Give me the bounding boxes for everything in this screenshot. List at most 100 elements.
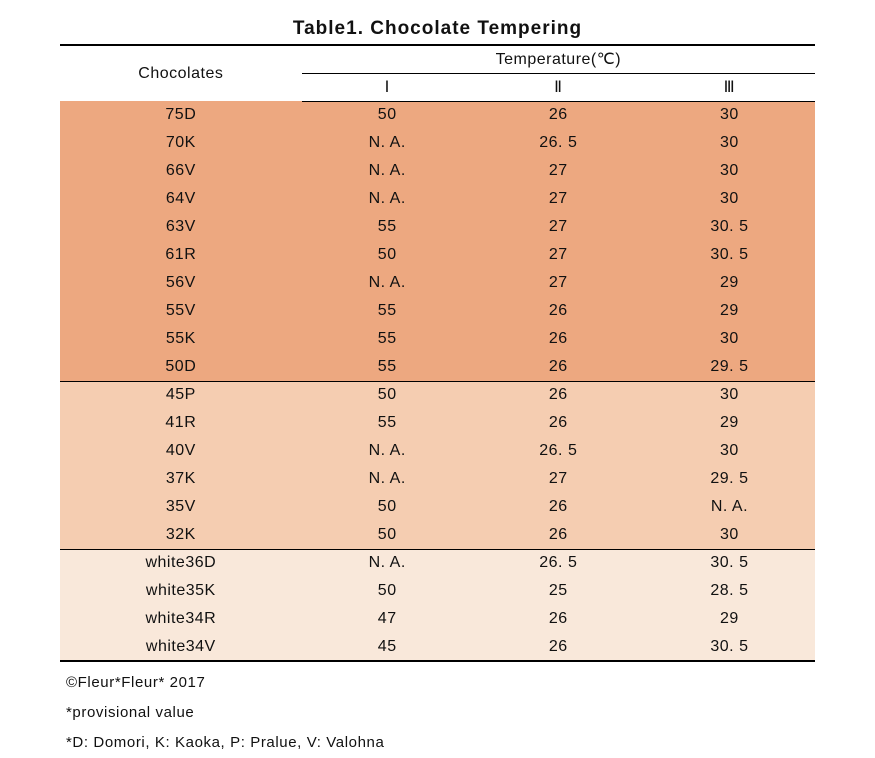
cell-temp-2: 26. 5: [473, 437, 644, 465]
table-row: 66VN. A.2730: [60, 157, 815, 185]
cell-chocolate-name: white35K: [60, 577, 302, 605]
cell-temp-1: N. A.: [302, 129, 473, 157]
table-row: 50D552629. 5: [60, 353, 815, 381]
cell-temp-2: 27: [473, 157, 644, 185]
cell-temp-3: 29: [644, 297, 815, 325]
cell-temp-2: 26: [473, 605, 644, 633]
cell-chocolate-name: 56V: [60, 269, 302, 297]
footnote-legend: *D: Domori, K: Kaoka, P: Pralue, V: Valo…: [66, 728, 815, 758]
table-row: 75D502630: [60, 101, 815, 129]
cell-temp-2: 26: [473, 353, 644, 381]
cell-temp-3: N. A.: [644, 493, 815, 521]
cell-temp-1: 55: [302, 297, 473, 325]
cell-temp-2: 26: [473, 521, 644, 549]
cell-chocolate-name: white34V: [60, 633, 302, 661]
table-row: 37KN. A.2729. 5: [60, 465, 815, 493]
cell-temp-3: 30. 5: [644, 241, 815, 269]
table-row: 55V552629: [60, 297, 815, 325]
table-row: 63V552730. 5: [60, 213, 815, 241]
cell-temp-2: 27: [473, 213, 644, 241]
footnote-copyright: ©Fleur*Fleur* 2017: [66, 668, 815, 698]
cell-chocolate-name: 75D: [60, 101, 302, 129]
cell-temp-3: 30: [644, 157, 815, 185]
header-chocolates-label: Chocolates: [60, 45, 302, 101]
table-row: white34R472629: [60, 605, 815, 633]
cell-temp-2: 27: [473, 185, 644, 213]
cell-temp-3: 29: [644, 269, 815, 297]
table-row: white34V452630. 5: [60, 633, 815, 661]
cell-temp-3: 29. 5: [644, 353, 815, 381]
table-row: 35V5026N. A.: [60, 493, 815, 521]
cell-temp-3: 30. 5: [644, 213, 815, 241]
table-title: Table1. Chocolate Tempering: [60, 18, 815, 40]
cell-chocolate-name: 45P: [60, 381, 302, 409]
cell-temp-3: 30: [644, 521, 815, 549]
cell-temp-2: 26. 5: [473, 129, 644, 157]
cell-chocolate-name: white34R: [60, 605, 302, 633]
cell-temp-3: 29: [644, 605, 815, 633]
cell-temp-3: 30: [644, 101, 815, 129]
table-row: 41R552629: [60, 409, 815, 437]
cell-chocolate-name: white36D: [60, 549, 302, 577]
cell-temp-1: 50: [302, 521, 473, 549]
header-phase-1: Ⅰ: [302, 73, 473, 101]
cell-temp-2: 26: [473, 297, 644, 325]
table-row: 45P502630: [60, 381, 815, 409]
table-row: 64VN. A.2730: [60, 185, 815, 213]
table-row: 70KN. A.26. 530: [60, 129, 815, 157]
cell-temp-3: 30. 5: [644, 633, 815, 661]
cell-temp-1: 47: [302, 605, 473, 633]
cell-temp-1: 50: [302, 241, 473, 269]
cell-chocolate-name: 50D: [60, 353, 302, 381]
cell-temp-3: 30: [644, 381, 815, 409]
cell-temp-1: 50: [302, 577, 473, 605]
cell-temp-2: 25: [473, 577, 644, 605]
table-row: 32K502630: [60, 521, 815, 549]
cell-temp-1: 55: [302, 325, 473, 353]
cell-chocolate-name: 55V: [60, 297, 302, 325]
cell-temp-1: 55: [302, 353, 473, 381]
footnotes: ©Fleur*Fleur* 2017 *provisional value *D…: [60, 668, 815, 758]
cell-temp-1: 55: [302, 409, 473, 437]
cell-temp-3: 29: [644, 409, 815, 437]
cell-temp-3: 30: [644, 185, 815, 213]
cell-temp-1: N. A.: [302, 549, 473, 577]
cell-temp-3: 30: [644, 325, 815, 353]
table-row: 55K552630: [60, 325, 815, 353]
cell-temp-3: 30: [644, 437, 815, 465]
cell-chocolate-name: 66V: [60, 157, 302, 185]
table-row: white36DN. A.26. 530. 5: [60, 549, 815, 577]
cell-chocolate-name: 61R: [60, 241, 302, 269]
cell-temp-3: 28. 5: [644, 577, 815, 605]
cell-temp-2: 26: [473, 101, 644, 129]
cell-chocolate-name: 41R: [60, 409, 302, 437]
cell-temp-2: 26: [473, 633, 644, 661]
tempering-table: ChocolatesTemperature(℃)ⅠⅡⅢ75D50263070KN…: [60, 44, 815, 662]
cell-temp-3: 30: [644, 129, 815, 157]
cell-temp-3: 30. 5: [644, 549, 815, 577]
cell-temp-1: N. A.: [302, 269, 473, 297]
cell-temp-1: 45: [302, 633, 473, 661]
cell-temp-1: 55: [302, 213, 473, 241]
footnote-provisional: *provisional value: [66, 698, 815, 728]
cell-temp-2: 27: [473, 465, 644, 493]
cell-temp-2: 26: [473, 381, 644, 409]
cell-temp-3: 29. 5: [644, 465, 815, 493]
cell-temp-2: 26: [473, 409, 644, 437]
cell-temp-1: 50: [302, 493, 473, 521]
cell-chocolate-name: 70K: [60, 129, 302, 157]
cell-chocolate-name: 35V: [60, 493, 302, 521]
cell-temp-1: N. A.: [302, 437, 473, 465]
table-row: 56VN. A.2729: [60, 269, 815, 297]
cell-temp-2: 26: [473, 325, 644, 353]
table-row: 61R502730. 5: [60, 241, 815, 269]
cell-temp-1: N. A.: [302, 157, 473, 185]
cell-chocolate-name: 32K: [60, 521, 302, 549]
cell-temp-2: 26: [473, 493, 644, 521]
cell-chocolate-name: 55K: [60, 325, 302, 353]
cell-temp-1: N. A.: [302, 185, 473, 213]
cell-chocolate-name: 37K: [60, 465, 302, 493]
cell-temp-2: 27: [473, 269, 644, 297]
cell-chocolate-name: 40V: [60, 437, 302, 465]
header-phase-2: Ⅱ: [473, 73, 644, 101]
